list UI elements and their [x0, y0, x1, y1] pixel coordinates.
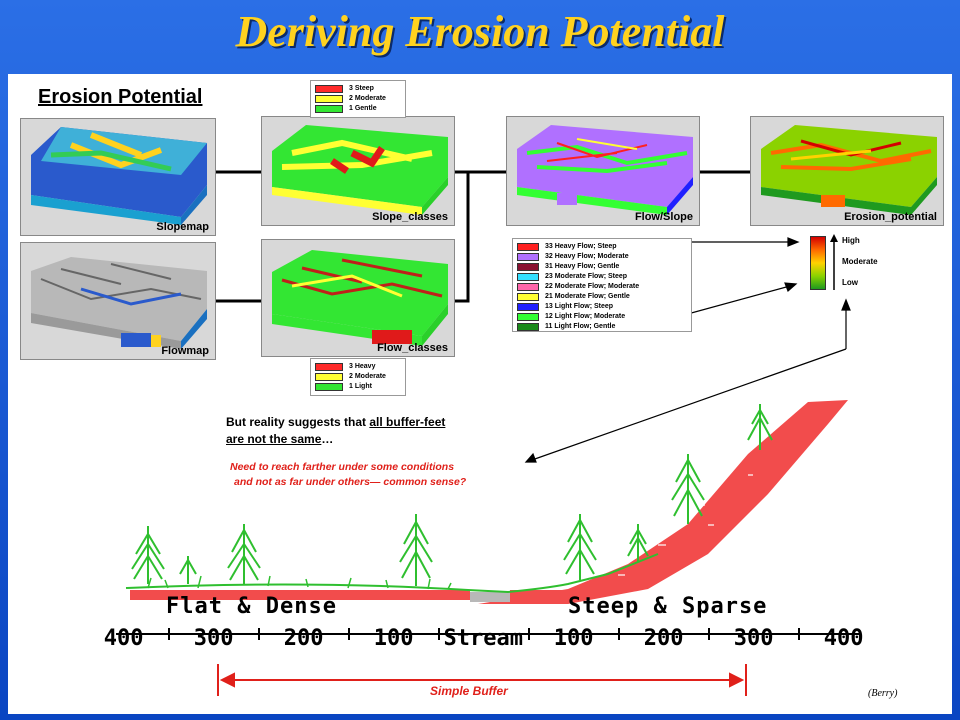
flow-classes-caption: Flow_classes — [377, 342, 448, 354]
erosion-potential-image: Erosion_potential — [750, 116, 944, 226]
slope-legend-swatch — [315, 104, 343, 113]
content-panel: Erosion Potential — [8, 74, 952, 714]
reality-line1-pre: But reality suggests that — [226, 415, 370, 429]
erosion-scale-legend: High Moderate Low — [806, 234, 884, 292]
flow-slope-image: Flow/Slope — [506, 116, 700, 226]
flowslope-legend-row: 22 Moderate Flow; Moderate — [517, 282, 687, 291]
flowslope-legend-swatch — [517, 282, 539, 291]
flowslope-legend-swatch — [517, 292, 539, 301]
flow-classes-image: Flow_classes — [261, 239, 455, 357]
flow-classes-terrain — [272, 250, 448, 346]
flowslope-legend-label: 12 Light Flow; Moderate — [545, 313, 626, 320]
reality-statement: But reality suggests that all buffer-fee… — [226, 414, 445, 448]
flowslope-legend-swatch — [517, 252, 539, 261]
slope-legend: 3 Steep 2 Moderate 1 Gentle — [310, 80, 406, 118]
slope-classes-caption: Slope_classes — [372, 211, 448, 223]
distance-label: 200 — [643, 626, 684, 651]
flowslope-legend-row: 31 Heavy Flow; Gentle — [517, 262, 687, 271]
flowslope-legend-label: 13 Light Flow; Steep — [545, 303, 614, 310]
flat-dense-label: Flat & Dense — [166, 594, 337, 619]
need-line2: and not as far under others— common sens… — [234, 476, 467, 488]
flow-legend-swatch — [315, 362, 343, 371]
flowslope-legend-label: 31 Heavy Flow; Gentle — [545, 263, 620, 270]
slope-legend-label: 2 Moderate — [349, 95, 386, 102]
flowslope-legend-swatch — [517, 312, 539, 321]
distance-label: 100 — [373, 626, 414, 651]
flowslope-legend-row: 11 Light Flow; Gentle — [517, 322, 687, 331]
flowslope-legend-label: 32 Heavy Flow; Moderate — [545, 253, 629, 260]
flowslope-legend-row: 32 Heavy Flow; Moderate — [517, 252, 687, 261]
flowslope-legend-row: 21 Moderate Flow; Gentle — [517, 292, 687, 301]
flow-legend-row: 1 Light — [315, 382, 401, 391]
flow-legend-swatch — [315, 382, 343, 391]
slope-legend-swatch — [315, 94, 343, 103]
distance-label: 200 — [283, 626, 324, 651]
slope-classes-image: Slope_classes — [261, 116, 455, 226]
flowslope-legend-row: 13 Light Flow; Steep — [517, 302, 687, 311]
erosion-potential-terrain — [761, 125, 937, 215]
flow-slope-legend: 33 Heavy Flow; Steep 32 Heavy Flow; Moder… — [512, 238, 692, 332]
slope-classes-terrain — [272, 125, 448, 215]
slide-title: Deriving Erosion Potential — [235, 7, 725, 56]
slopemap-terrain — [31, 127, 207, 225]
distance-label: 300 — [733, 626, 774, 651]
credit-label: (Berry) — [868, 688, 898, 699]
need-line1: Need to reach farther under some conditi… — [230, 461, 455, 473]
slope-legend-label: 3 Steep — [349, 85, 374, 92]
flowslope-legend-swatch — [517, 322, 539, 331]
flow-slope-terrain — [517, 125, 693, 215]
simple-buffer-label: Simple Buffer — [430, 684, 508, 698]
slopemap-image: Slopemap — [20, 118, 216, 236]
flow-legend-label: 2 Moderate — [349, 373, 386, 380]
distance-label: 300 — [193, 626, 234, 651]
flowslope-legend-label: 22 Moderate Flow; Moderate — [545, 283, 640, 290]
flowslope-legend-swatch — [517, 302, 539, 311]
erosion-potential-caption: Erosion_potential — [844, 211, 937, 223]
terrain-profile-illustration — [116, 400, 860, 696]
flowslope-legend-label: 11 Light Flow; Gentle — [545, 323, 616, 330]
flowslope-legend-row: 33 Heavy Flow; Steep — [517, 242, 687, 251]
erosion-color-ramp — [810, 236, 826, 290]
flowmap-image: Flowmap — [20, 242, 216, 360]
flowslope-legend-swatch — [517, 272, 539, 281]
slope-legend-row: 1 Gentle — [315, 104, 401, 113]
flow-legend-swatch — [315, 372, 343, 381]
slope-legend-label: 1 Gentle — [349, 105, 377, 112]
flowslope-legend-swatch — [517, 242, 539, 251]
scale-high-label: High — [842, 236, 860, 245]
flowslope-legend-swatch — [517, 262, 539, 271]
reality-line1-underlined: all buffer-feet — [369, 415, 446, 429]
reality-line2-underlined: are not the same — [226, 432, 322, 446]
flowmap-terrain — [31, 257, 207, 349]
flowslope-legend-row: 12 Light Flow; Moderate — [517, 312, 687, 321]
scale-moderate-label: Moderate — [842, 257, 878, 266]
slope-legend-row: 2 Moderate — [315, 94, 401, 103]
distance-label: 400 — [823, 626, 864, 651]
flow-legend-row: 2 Moderate — [315, 372, 401, 381]
flow-legend-row: 3 Heavy — [315, 362, 401, 371]
distance-label: 100 — [553, 626, 594, 651]
slopemap-caption: Slopemap — [156, 221, 209, 233]
slope-legend-row: 3 Steep — [315, 84, 401, 93]
stream-label: Stream — [443, 626, 523, 651]
flowslope-legend-label: 23 Moderate Flow; Steep — [545, 273, 628, 280]
slope-legend-swatch — [315, 84, 343, 93]
flow-legend-label: 1 Light — [349, 383, 372, 390]
flow-legend-label: 3 Heavy — [349, 363, 376, 370]
flowslope-legend-label: 21 Moderate Flow; Gentle — [545, 293, 630, 300]
steep-sparse-label: Steep & Sparse — [568, 594, 768, 619]
flow-slope-caption: Flow/Slope — [634, 211, 693, 223]
flow-legend: 3 Heavy 2 Moderate 1 Light — [310, 358, 406, 396]
up-arrow-icon — [830, 234, 838, 290]
flowslope-legend-label: 33 Heavy Flow; Steep — [545, 243, 617, 250]
flowslope-legend-row: 23 Moderate Flow; Steep — [517, 272, 687, 281]
scale-low-label: Low — [842, 278, 858, 287]
reality-line2-post: … — [321, 432, 334, 446]
common-sense-note: Need to reach farther under some conditi… — [230, 460, 466, 490]
distance-label: 400 — [103, 626, 144, 651]
flowmap-caption: Flowmap — [161, 345, 209, 357]
section-title: Erosion Potential — [38, 86, 203, 108]
